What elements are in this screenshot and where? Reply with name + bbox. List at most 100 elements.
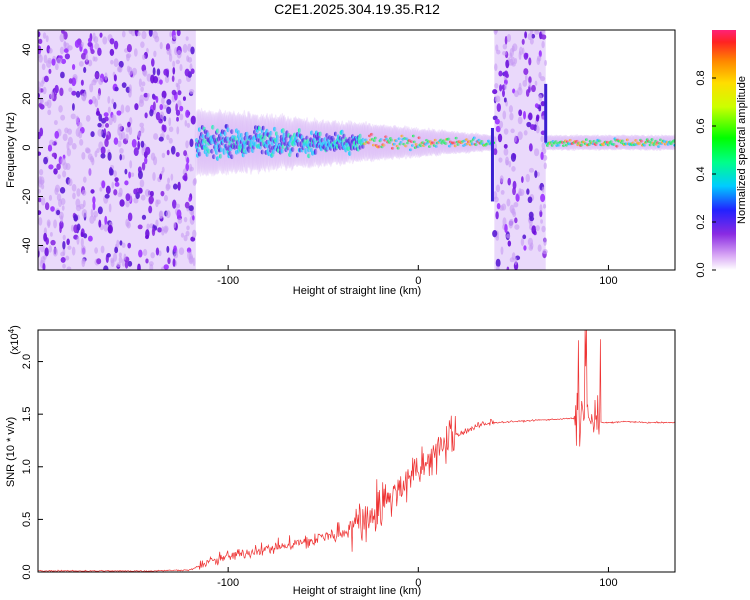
noise-speckle	[171, 89, 177, 96]
noise-speckle	[520, 238, 525, 247]
signal-blob	[318, 131, 322, 137]
signal-halo	[625, 135, 630, 150]
noise-speckle	[172, 199, 177, 209]
noise-speckle	[70, 113, 76, 120]
signal-blob	[621, 139, 625, 143]
noise-speckle	[140, 86, 144, 92]
signal-blob	[218, 136, 223, 142]
noise-speckle	[118, 256, 123, 264]
snr-y-tick-label: 1.5	[21, 407, 33, 422]
noise-speckle	[508, 160, 512, 168]
noise-speckle	[512, 180, 517, 190]
noise-speckle	[60, 215, 64, 223]
noise-speckle	[46, 219, 51, 227]
signal-blob	[201, 134, 206, 139]
signal-blob	[580, 143, 584, 147]
signal-halo	[374, 124, 379, 160]
spectrogram-content	[38, 30, 675, 270]
signal-blob	[261, 125, 265, 131]
noise-speckle	[184, 68, 190, 77]
noise-speckle	[175, 103, 178, 113]
noise-speckle	[60, 197, 66, 205]
signal-blob	[598, 139, 602, 143]
signal-halo	[633, 134, 639, 150]
signal-halo	[550, 135, 555, 151]
signal-halo	[389, 126, 394, 160]
noise-speckle	[526, 121, 532, 128]
noise-speckle	[528, 112, 533, 121]
signal-blob	[609, 140, 613, 144]
signal-halo	[232, 113, 238, 173]
signal-halo	[247, 113, 253, 170]
noise-speckle	[517, 116, 523, 125]
signal-blob	[391, 146, 395, 150]
signal-blob	[226, 136, 230, 142]
noise-speckle	[75, 204, 82, 212]
noise-speckle	[157, 227, 162, 233]
signal-halo	[484, 134, 489, 151]
signal-blob	[307, 153, 311, 159]
noise-speckle	[498, 157, 503, 163]
noise-speckle	[180, 232, 185, 238]
signal-spike	[490, 127, 494, 202]
noise-speckle	[114, 177, 119, 183]
noise-speckle	[66, 266, 72, 270]
noise-speckle	[58, 105, 63, 113]
noise-speckle	[508, 105, 513, 113]
noise-speckle	[85, 148, 91, 154]
noise-speckle	[50, 91, 55, 100]
noise-speckle	[116, 110, 122, 116]
noise-speckle	[529, 124, 536, 131]
noise-speckle	[128, 66, 133, 76]
signal-blob	[364, 138, 368, 142]
noise-speckle	[188, 205, 194, 212]
noise-speckle	[151, 227, 156, 237]
noise-speckle	[150, 152, 156, 161]
noise-speckle	[184, 201, 190, 209]
signal-blob	[469, 140, 474, 143]
noise-speckle	[89, 215, 95, 224]
noise-speckle	[53, 120, 58, 126]
noise-speckle	[141, 214, 147, 220]
noise-speckle	[71, 143, 77, 150]
noise-speckle	[153, 50, 157, 58]
noise-speckle	[172, 60, 176, 68]
signal-blob	[634, 139, 638, 142]
signal-blob	[275, 142, 279, 147]
noise-speckle	[168, 47, 172, 57]
noise-speckle	[503, 70, 509, 78]
noise-speckle	[63, 41, 67, 47]
noise-speckle	[156, 68, 161, 76]
noise-speckle	[536, 114, 540, 120]
noise-speckle	[149, 190, 154, 197]
signal-halo	[481, 134, 487, 151]
noise-speckle	[167, 257, 171, 265]
noise-speckle	[125, 133, 129, 141]
noise-speckle	[42, 262, 46, 270]
signal-blob	[259, 141, 264, 147]
noise-speckle	[144, 188, 151, 197]
noise-speckle	[537, 244, 542, 252]
noise-speckle	[152, 76, 159, 84]
noise-speckle	[113, 137, 119, 145]
noise-speckle	[54, 187, 59, 195]
noise-speckle	[521, 176, 524, 184]
signal-blob	[411, 134, 416, 138]
noise-speckle	[127, 242, 132, 249]
noise-speckle	[189, 138, 194, 148]
noise-speckle	[525, 173, 530, 183]
noise-speckle	[92, 201, 96, 211]
snr-y-multiplier: (x104)	[7, 325, 21, 355]
colorbar-tick-label: 0.8	[695, 70, 707, 85]
noise-speckle	[186, 122, 191, 129]
noise-speckle	[522, 234, 527, 240]
noise-speckle	[67, 245, 72, 250]
signal-blob	[377, 145, 381, 149]
noise-speckle	[113, 40, 119, 50]
noise-speckle	[121, 30, 126, 38]
noise-speckle	[177, 217, 183, 224]
noise-speckle	[523, 110, 526, 120]
signal-halo	[437, 131, 443, 156]
noise-speckle	[190, 68, 195, 75]
noise-speckle	[161, 166, 165, 173]
